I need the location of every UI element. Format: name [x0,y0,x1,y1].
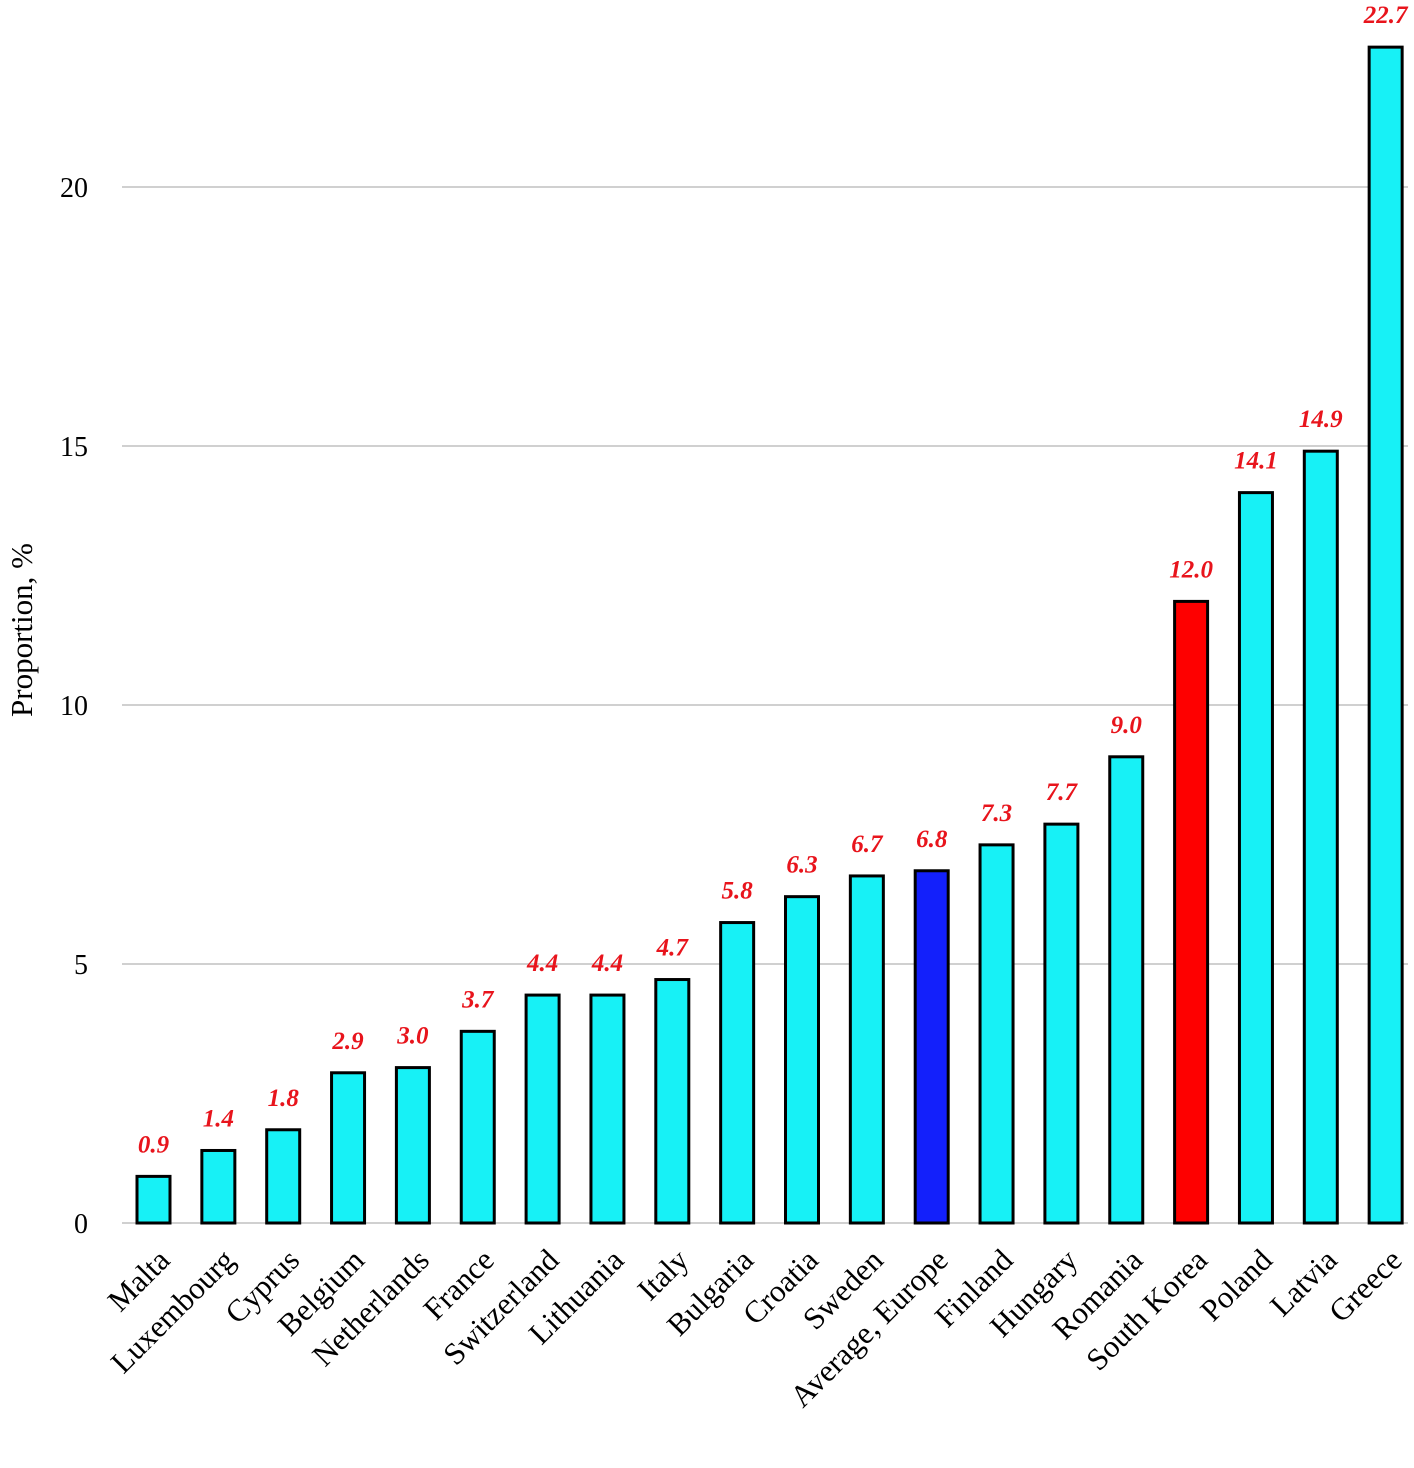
value-label: 2.9 [331,1028,364,1055]
value-label: 1.8 [268,1085,300,1112]
value-label: 4.4 [526,950,558,977]
bar-lithuania [589,993,626,1225]
bar-luxembourg [200,1148,237,1225]
category-label: Poland [1193,1242,1279,1328]
bar-italy [654,978,691,1225]
bar-south-korea [1173,599,1210,1225]
value-label: 5.8 [722,878,754,905]
y-tick-label: 10 [60,691,88,722]
bar-switzerland [524,993,561,1225]
value-label: 1.4 [203,1105,234,1132]
value-label: 3.0 [396,1023,429,1050]
x-axis-labels: MaltaLuxembourgCyprusBelgiumNetherlandsF… [101,1242,1409,1414]
y-tick-label: 20 [60,173,88,204]
bar-poland [1237,491,1274,1225]
value-label: 6.7 [851,831,884,858]
bar-romania [1108,755,1145,1225]
bar-latvia [1302,449,1339,1225]
value-label: 7.3 [981,800,1012,827]
value-label: 4.4 [591,950,623,977]
y-axis-title: Proportion, % [4,543,39,717]
bar-belgium [330,1071,367,1225]
bar-greece [1367,45,1404,1225]
value-label: 22.7 [1363,2,1409,29]
gridlines [122,186,1408,1224]
value-label: 6.3 [786,852,817,879]
value-label: 12.0 [1169,556,1213,583]
bar-bulgaria [719,921,756,1225]
bar-finland [978,843,1015,1225]
bars [135,45,1404,1225]
bar-croatia [784,895,820,1225]
y-axis-ticks: 0 5 10 15 20 [60,173,88,1240]
y-tick-label: 0 [74,1209,88,1240]
value-label: 3.7 [461,986,495,1013]
value-label: 14.9 [1299,406,1343,433]
value-label: 6.8 [916,826,948,853]
bar-netherlands [394,1066,431,1225]
bar-france [459,1029,496,1225]
bar-hungary [1043,822,1080,1225]
bar-malta [135,1174,172,1225]
bar-cyprus [265,1128,302,1225]
value-label: 4.7 [656,935,690,962]
value-label: 7.7 [1046,779,1079,806]
y-tick-label: 5 [74,950,88,981]
bar-sweden [848,874,885,1225]
value-labels: 0.9 1.4 1.8 2.9 3.0 3.7 4.4 4.4 4.7 5.8 6.3 6.7 6.8 7… [138,2,1409,1158]
value-label: 9.0 [1111,712,1143,739]
value-label: 0.9 [138,1131,170,1158]
bar-average-europe [913,869,950,1225]
y-tick-label: 15 [60,432,88,463]
value-label: 14.1 [1234,448,1278,475]
category-label: Greece [1322,1242,1409,1329]
